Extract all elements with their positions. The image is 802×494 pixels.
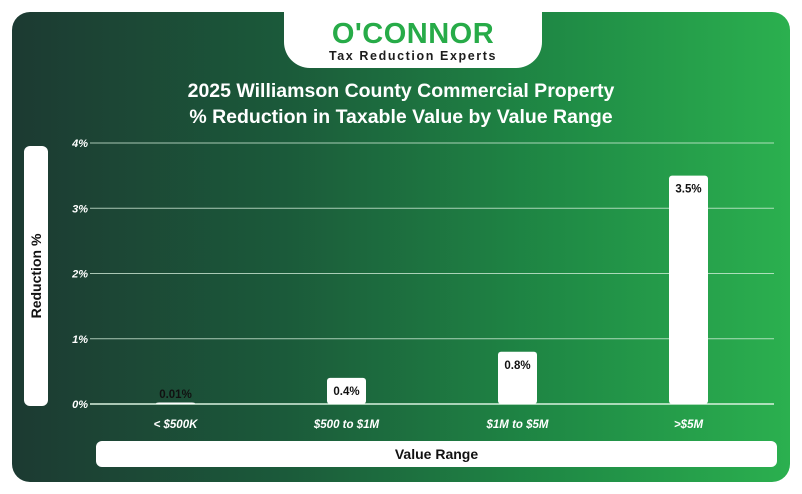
brand-logo: O'CONNOR Tax Reduction Experts	[284, 12, 542, 68]
bar	[156, 402, 195, 404]
x-tick-label: $1M to $5M	[486, 419, 549, 431]
bar-data-label: 0.01%	[159, 389, 192, 401]
x-axis-label: Value Range	[96, 441, 777, 467]
x-tick-label: >$5M	[674, 419, 704, 431]
chart-subtitle: % Reduction in Taxable Value by Value Ra…	[189, 106, 613, 128]
x-tick-label: $500 to $1M	[313, 419, 380, 431]
bar	[669, 175, 708, 404]
x-tick-label: < $500K	[154, 419, 198, 431]
chart-title: 2025 Williamson County Commercial Proper…	[187, 80, 615, 102]
brand-tagline: Tax Reduction Experts	[328, 49, 498, 63]
y-tick-label: 1%	[72, 334, 88, 346]
bar-data-label: 0.8%	[504, 360, 530, 372]
y-axis-label-box	[24, 146, 48, 406]
y-tick-label: 0%	[72, 399, 88, 411]
bar	[327, 377, 366, 404]
brand-name: O'CONNOR	[331, 18, 495, 50]
plot-area: 0% 1% 2% 3% 4% 0.01% < $500K 0.4% $500 to $1M 0.8…	[71, 138, 774, 431]
chart-card: O'CONNOR Tax Reduction Experts 2025 Will…	[12, 12, 790, 482]
y-tick-label: 2%	[71, 269, 88, 281]
y-tick-label: 4%	[71, 138, 88, 150]
bar-data-label: 0.4%	[333, 386, 359, 398]
bar	[498, 351, 537, 404]
y-tick-label: 3%	[72, 203, 88, 215]
bar-data-label: 3.5%	[675, 184, 701, 196]
